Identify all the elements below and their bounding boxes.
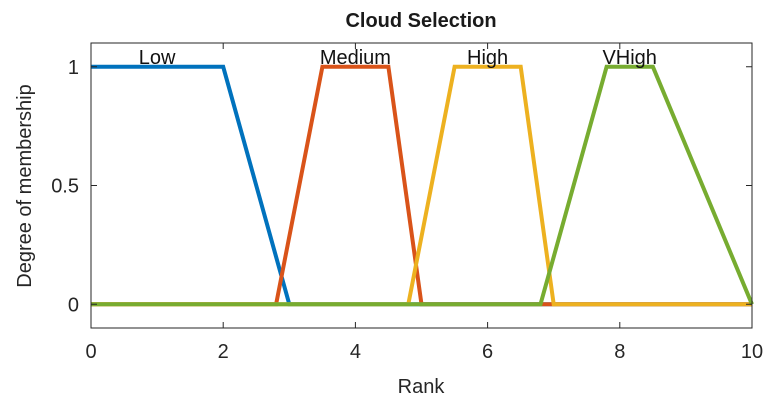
label-vhigh: VHigh	[602, 47, 656, 69]
membership-labels: Low Medium High VHigh	[139, 47, 657, 69]
series-group	[91, 64, 754, 307]
y-axis: 00.51	[51, 57, 752, 316]
x-tick-label: 4	[350, 341, 361, 363]
plot-area	[91, 43, 752, 328]
y-tick-label: 0.5	[51, 176, 79, 198]
x-tick-label: 6	[482, 341, 493, 363]
x-axis: 0 2 4 6 8 10	[85, 43, 763, 363]
x-axis-label: Rank	[398, 376, 446, 398]
label-medium: Medium	[320, 47, 391, 69]
x-tick-label: 2	[218, 341, 229, 363]
y-axis-label: Degree of membership	[14, 84, 36, 287]
label-high: High	[467, 47, 508, 69]
x-tick-label: 0	[85, 341, 96, 363]
chart-title: Cloud Selection	[345, 10, 496, 32]
series-line-vhigh	[91, 64, 754, 307]
y-tick-label: 0	[68, 294, 79, 316]
x-tick-label: 8	[614, 341, 625, 363]
y-tick-label: 1	[68, 57, 79, 79]
x-tick-label: 10	[741, 341, 763, 363]
label-low: Low	[139, 47, 176, 69]
